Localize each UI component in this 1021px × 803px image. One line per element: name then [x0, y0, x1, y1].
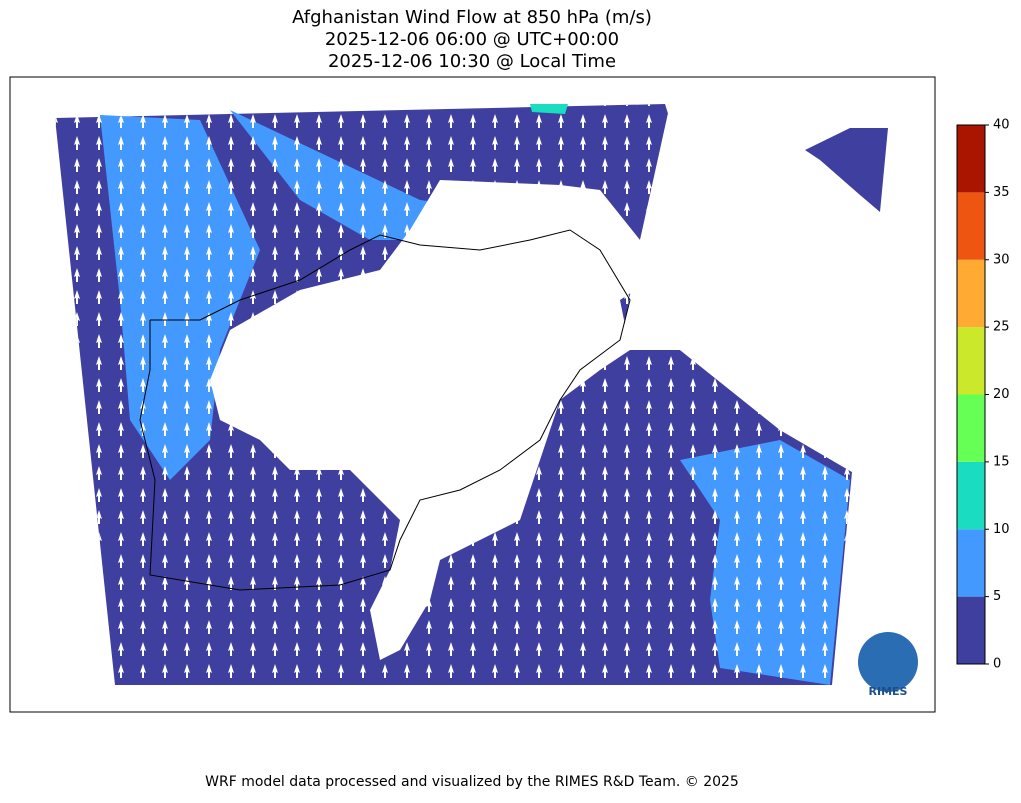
land-mask: [210, 180, 780, 660]
colorbar-tick-label: 15: [993, 454, 1010, 469]
colorbar-segment: [957, 125, 985, 193]
title-line: 2025-12-06 10:30 @ Local Time: [328, 51, 616, 72]
colorbar-tick-label: 10: [993, 522, 1010, 537]
colorbar-tick-label: 0: [993, 657, 1001, 672]
colorbar-segment: [957, 529, 985, 597]
colorbar-tick-label: 30: [993, 252, 1010, 267]
colorbar-segment: [957, 192, 985, 260]
land-mask: [620, 104, 900, 472]
footer: WRF model data processed and visualized …: [205, 774, 739, 790]
colorbar-tick-label: 25: [993, 320, 1010, 335]
colorbar-tick-label: 5: [993, 589, 1001, 604]
colorbar-segment: [957, 596, 985, 664]
colorbar-segment: [957, 327, 985, 395]
colorbar-segment: [957, 461, 985, 530]
logo-emblem: [858, 632, 918, 692]
title-line: 2025-12-06 06:00 @ UTC+00:00: [325, 29, 619, 50]
colorbar-segment: [957, 394, 985, 462]
colorbar-frame: [956, 124, 986, 665]
colorbar-segment: [957, 259, 985, 328]
logo-text: RIMES: [869, 685, 908, 698]
title-line: Afghanistan Wind Flow at 850 hPa (m/s): [292, 7, 652, 28]
colorbar-tick-label: 40: [993, 118, 1010, 133]
colorbar-tick-label: 20: [993, 387, 1010, 402]
colorbar: 0 5 10 15 20 25 30 35 40: [957, 118, 1010, 672]
colorbar-tick-label: 35: [993, 185, 1010, 200]
map: RIMES: [55, 104, 918, 698]
wind-region: [805, 128, 888, 212]
country-border: [139, 229, 631, 591]
